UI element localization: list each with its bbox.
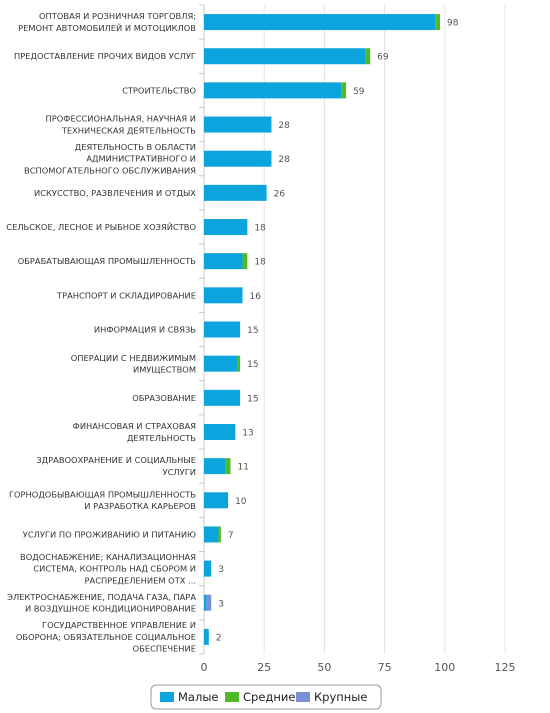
bar-segment	[204, 423, 236, 440]
x-tick-label: 50	[317, 661, 331, 674]
legend-box	[150, 684, 382, 710]
bar-segment	[204, 150, 272, 167]
category-label: ИНФОРМАЦИЯ И СВЯЗЬ	[94, 325, 196, 335]
category-label: ГОРНОДОБЫВАЮЩАЯ ПРОМЫШЛЕННОСТЬ И РАЗРАБОТ…	[9, 489, 196, 511]
x-tick-label: 0	[201, 661, 208, 674]
bar-segment	[204, 492, 229, 509]
bar-segment	[204, 116, 272, 133]
bar-segment	[204, 287, 243, 304]
bars	[204, 14, 440, 645]
legend-swatch	[225, 692, 239, 702]
data-label: 13	[242, 428, 253, 438]
legend-swatch	[160, 692, 174, 702]
x-tick-label: 125	[495, 661, 516, 674]
data-label: 11	[237, 463, 248, 473]
category-label: ОПТОВАЯ И РОЗНИЧНАЯ ТОРГОВЛЯ; РЕМОНТ АВТО…	[18, 11, 196, 33]
bar-segment	[365, 48, 371, 65]
legend-swatch	[296, 692, 310, 702]
x-tick-label: 100	[434, 661, 455, 674]
category-label: УСЛУГИ ПО ПРОЖИВАНИЮ И ПИТАНИЮ	[23, 529, 196, 539]
data-label: 10	[235, 497, 247, 507]
legend-label[interactable]: Крупные	[314, 690, 367, 704]
bar-segment	[435, 14, 440, 31]
data-label: 28	[278, 121, 290, 131]
category-label: ИСКУССТВО, РАЗВЛЕЧЕНИЯ И ОТДЫХ	[34, 188, 196, 198]
data-label: 59	[353, 87, 365, 97]
data-label: 69	[377, 53, 389, 63]
data-label: 15	[247, 326, 258, 336]
category-label: СТРОИТЕЛЬСТВО	[122, 85, 196, 95]
bar-segment	[204, 14, 436, 31]
category-labels: ОПТОВАЯ И РОЗНИЧНАЯ ТОРГОВЛЯ; РЕМОНТ АВТО…	[6, 11, 196, 654]
bar-segment	[204, 526, 219, 543]
category-label: ОПЕРАЦИИ С НЕДВИЖИМЫМ ИМУЩЕСТВОМ	[71, 353, 196, 375]
data-label: 18	[254, 224, 266, 234]
bar-segment	[218, 526, 221, 543]
bar-segment	[204, 355, 238, 372]
bar-segment	[204, 594, 207, 611]
x-tick-label: 75	[378, 661, 392, 674]
bar-segment	[206, 594, 212, 611]
bar-segment	[204, 253, 243, 270]
grid-lines	[199, 4, 506, 655]
data-label: 28	[278, 155, 290, 165]
bar-segment	[204, 82, 342, 99]
category-label: СЕЛЬСКОЕ, ЛЕСНОЕ И РЫБНОЕ ХОЗЯЙСТВО	[6, 221, 196, 232]
bar-segment	[204, 560, 212, 577]
data-label: 3	[218, 599, 224, 609]
legend-label[interactable]: Малые	[178, 690, 218, 704]
bar-segment	[204, 458, 226, 475]
data-label: 16	[250, 292, 262, 302]
bar-segment	[204, 321, 241, 338]
bar-segment	[204, 389, 241, 406]
x-axis: 0 25 50 75 100 125	[201, 661, 516, 674]
bar-segment	[204, 219, 248, 236]
category-label: ПРОФЕССИОНАЛЬНАЯ, НАУЧНАЯ И ТЕХНИЧЕСКАЯ Д…	[46, 114, 197, 136]
bar-segment	[341, 82, 347, 99]
data-label: 26	[274, 189, 286, 199]
data-label: 15	[247, 394, 258, 404]
bar-segment	[237, 355, 241, 372]
bar-segment	[204, 48, 366, 65]
legend-label[interactable]: Средние	[243, 690, 295, 704]
data-label: 98	[447, 19, 459, 29]
bar-segment	[225, 458, 231, 475]
category-label: ВОДОСНАБЖЕНИЕ; КАНАЛИЗАЦИОННАЯ СИСТЕМА, К…	[20, 552, 196, 586]
x-tick-label: 25	[257, 661, 271, 674]
data-label: 7	[228, 531, 234, 541]
category-label: ОБРАБАТЫВАЮЩАЯ ПРОМЫШЛЕННОСТЬ	[18, 256, 197, 266]
data-label: 18	[254, 258, 266, 268]
legend: Малые Средние Крупные	[150, 684, 382, 710]
category-label: ДЕЯТЕЛЬНОСТЬ В ОБЛАСТИ АДМИНИСТРАТИВНОГО …	[24, 142, 196, 176]
category-label: ФИНАНСОВАЯ И СТРАХОВАЯ ДЕЯТЕЛЬНОСТЬ	[73, 421, 197, 443]
bar-segment	[242, 253, 248, 270]
data-label: 2	[216, 633, 222, 643]
category-label: ЗДРАВООХРАНЕНИЕ И СОЦИАЛЬНЫЕ УСЛУГИ	[36, 455, 196, 477]
category-label: ПРЕДОСТАВЛЕНИЕ ПРОЧИХ ВИДОВ УСЛУГ	[14, 51, 196, 61]
category-label: ТРАНСПОРТ И СКЛАДИРОВАНИЕ	[56, 290, 196, 300]
value-labels: 98 69 59 28 28 26 18 18 16 15 15 15 13 11 10 7 3 3 2	[216, 19, 459, 644]
bar-segment	[204, 184, 267, 201]
data-label: 3	[218, 565, 224, 575]
category-label: ЭЛЕКТРОСНАБЖЕНИЕ, ПОДАЧА ГАЗА, ПАРА И ВОЗ…	[7, 592, 196, 614]
category-label: ОБРАЗОВАНИЕ	[132, 393, 196, 403]
bar-segment	[204, 628, 209, 645]
data-label: 15	[247, 360, 258, 370]
category-label: ГОСУДАРСТВЕННОЕ УПРАВЛЕНИЕ И ОБОРОНА; ОБЯ…	[16, 620, 196, 654]
